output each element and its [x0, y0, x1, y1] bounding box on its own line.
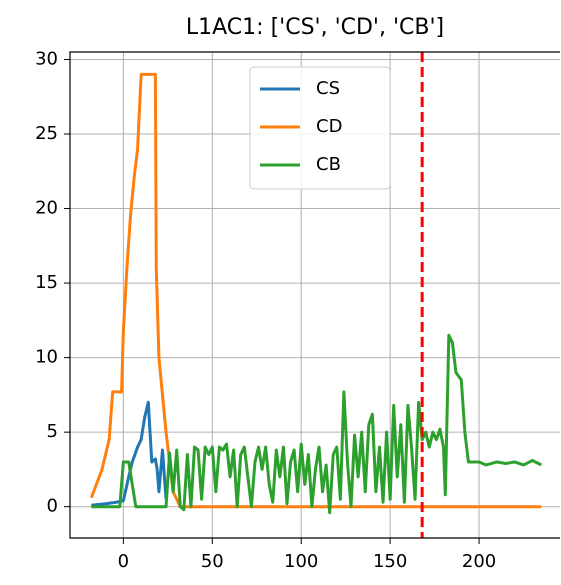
y-tick-label: 20: [35, 198, 58, 219]
legend-label: CB: [316, 154, 341, 175]
x-tick-label: 50: [201, 551, 224, 572]
y-tick-label: 30: [35, 48, 58, 69]
legend-label: CS: [316, 78, 340, 99]
x-tick-label: 150: [373, 551, 407, 572]
axes-frame: [69, 51, 560, 539]
y-tick-label: 0: [47, 496, 58, 517]
chart-title: L1AC1: ['CS', 'CD', 'CB']: [186, 15, 444, 40]
y-tick-label: 5: [47, 421, 58, 442]
y-tick-label: 10: [35, 347, 58, 368]
y-tick-label: 15: [35, 272, 58, 293]
legend-label: CD: [316, 116, 342, 137]
x-tick-label: 100: [284, 551, 318, 572]
legend-box: [249, 66, 391, 190]
x-tick-label: 200: [462, 551, 496, 572]
y-tick-label: 25: [35, 123, 58, 144]
line-series: [89, 72, 542, 509]
x-tick-label: 0: [118, 551, 129, 572]
line-series: [91, 400, 168, 507]
line-series: [91, 333, 542, 515]
